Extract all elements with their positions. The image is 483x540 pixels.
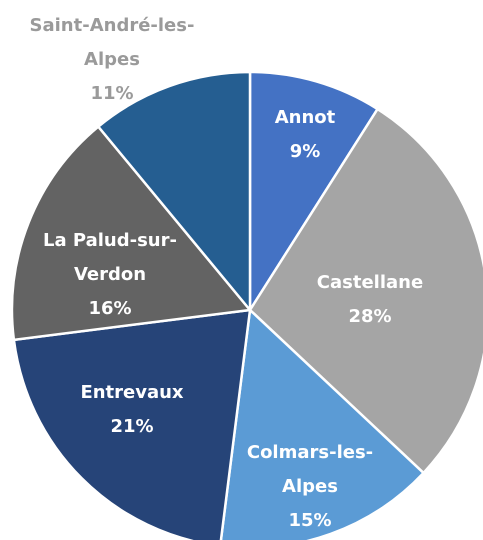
- percent: 11%: [90, 83, 134, 104]
- slice-label: Colmars-les-Alpes 15%: [240, 436, 380, 538]
- category: La Palud-sur-Verdon: [43, 230, 177, 285]
- pie-slice: [248, 107, 483, 475]
- pie-slice: [12, 308, 252, 540]
- category: Saint-André-les-Alpes: [29, 15, 195, 70]
- percent: 16%: [88, 298, 132, 319]
- category: Castellane: [316, 272, 424, 293]
- slice-label: Castellane 28%: [290, 266, 450, 334]
- pie-slice: [219, 307, 426, 540]
- pie-slice: [248, 70, 380, 315]
- percent: 28%: [348, 306, 392, 327]
- pie-slice: [96, 70, 252, 314]
- percent: 9%: [289, 141, 321, 162]
- percent: 15%: [288, 510, 332, 531]
- slice-label: Annot 9%: [245, 101, 365, 169]
- category: Colmars-les-Alpes: [246, 442, 374, 497]
- percent: 21%: [110, 416, 154, 437]
- category: Annot: [274, 107, 336, 128]
- slice-label: Saint-André-les-Alpes 11%: [25, 9, 200, 111]
- slice-label: La Palud-sur-Verdon 16%: [23, 224, 198, 326]
- slice-label: Entrevaux 21%: [52, 376, 212, 444]
- category: Entrevaux: [80, 382, 184, 403]
- pie-slice: [10, 124, 253, 342]
